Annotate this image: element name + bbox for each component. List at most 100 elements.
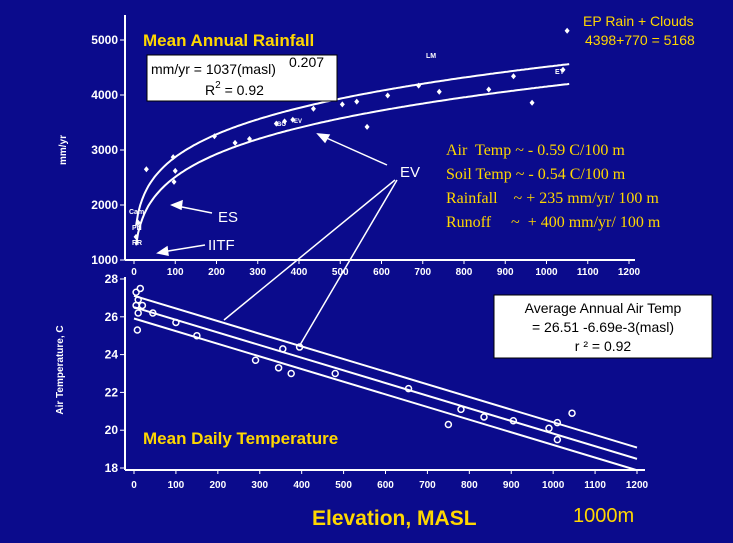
y-tick-label: 1000 bbox=[91, 253, 118, 267]
rate-air-temp: Air Temp ~ - 0.59 C/100 m bbox=[446, 142, 625, 159]
rainfall-point bbox=[232, 139, 238, 146]
rainfall-point bbox=[560, 66, 566, 73]
rainfall-panel: 0 100 200 300 400 500 600 700 800 900 1000 1100 1200… bbox=[58, 13, 695, 346]
x-tick-label: 700 bbox=[414, 267, 431, 278]
rainfall-point bbox=[339, 101, 345, 108]
y-tick-label: 26 bbox=[105, 310, 119, 324]
x-tick-label: 400 bbox=[291, 267, 308, 278]
rainfall-point bbox=[486, 86, 492, 93]
site-label-rr: RR bbox=[132, 240, 142, 247]
rainfall-point bbox=[172, 167, 178, 174]
temperature-x-ticks: 0 100 200 300 400 500 600 700 800 900 1000 1100 1200 bbox=[131, 470, 649, 491]
x-tick-label: 900 bbox=[497, 267, 514, 278]
rainfall-point bbox=[436, 88, 442, 95]
site-label-bo: BO bbox=[277, 122, 286, 128]
temperature-point bbox=[509, 417, 518, 425]
temperature-points bbox=[132, 284, 576, 444]
x-tick-label: 700 bbox=[419, 480, 436, 491]
rainfall-point bbox=[143, 166, 149, 173]
temperature-point bbox=[553, 435, 562, 444]
x-tick-label: 100 bbox=[167, 267, 184, 278]
rainfall-point bbox=[282, 118, 288, 125]
temperature-point bbox=[251, 356, 260, 365]
temperature-point bbox=[480, 413, 488, 421]
temperature-point bbox=[136, 284, 145, 293]
rainfall-y-label: mm/yr bbox=[58, 135, 69, 165]
x-tick-label: 0 bbox=[131, 267, 137, 278]
rainfall-point bbox=[310, 105, 316, 112]
x-tick-label: 600 bbox=[373, 267, 390, 278]
temperature-point bbox=[172, 318, 180, 327]
temperature-point bbox=[404, 384, 413, 393]
x-tick-label: 1200 bbox=[618, 267, 641, 278]
rainfall-point bbox=[354, 98, 360, 105]
temperature-point bbox=[134, 309, 142, 317]
temperature-fit-upper bbox=[133, 294, 638, 449]
x-tick-label: 1100 bbox=[577, 267, 599, 278]
x-tick-label: 1100 bbox=[584, 480, 606, 491]
temperature-fit-band bbox=[133, 294, 638, 472]
x-tick-label: 1000 bbox=[535, 267, 558, 278]
x-tick-label: 1000 bbox=[542, 480, 565, 491]
x-tick-label: 100 bbox=[168, 480, 185, 491]
site-label-ev-small: EV bbox=[294, 119, 302, 125]
x-axis-title: Elevation, MASL bbox=[312, 507, 477, 530]
rate-rainfall: Rainfall ~ + 235 mm/yr/ 100 m bbox=[446, 190, 659, 207]
x-tick-label: 300 bbox=[251, 480, 268, 491]
rainfall-point bbox=[385, 92, 391, 99]
temperature-point bbox=[553, 418, 562, 427]
temperature-point bbox=[138, 301, 147, 310]
rainfall-point bbox=[273, 120, 279, 127]
rainfall-point bbox=[416, 82, 422, 89]
rainfall-point bbox=[133, 233, 139, 240]
temperature-point bbox=[132, 288, 140, 296]
y-tick-label: 20 bbox=[105, 423, 119, 437]
x-tick-label: 800 bbox=[461, 480, 478, 491]
y-tick-label: 18 bbox=[105, 461, 119, 475]
x-tick-label: 300 bbox=[249, 267, 266, 278]
temperature-point bbox=[279, 345, 287, 353]
rainfall-points bbox=[133, 27, 570, 240]
temperature-equation-line3: r ² = 0.92 bbox=[575, 338, 632, 354]
rainfall-point bbox=[511, 73, 516, 80]
temperature-y-ticks: 18 20 22 24 26 28 bbox=[105, 272, 125, 475]
y-tick-label: 2000 bbox=[91, 198, 118, 212]
rainfall-fit-upper bbox=[135, 63, 570, 226]
temperature-title: Mean Daily Temperature bbox=[143, 429, 338, 448]
x-tick-label: 200 bbox=[208, 267, 225, 278]
rainfall-y-ticks: 1000 2000 3000 4000 5000 bbox=[91, 33, 125, 267]
y-tick-label: 22 bbox=[105, 385, 119, 399]
y-tick-label: 3000 bbox=[91, 143, 118, 157]
temperature-equation-box: Average Annual Air Temp = 26.51 -6.69e-3… bbox=[493, 294, 713, 359]
rainfall-point bbox=[364, 123, 370, 130]
x-tick-label: 500 bbox=[335, 480, 352, 491]
rainfall-equation-r2: R2 = 0.92 bbox=[205, 80, 264, 98]
es-callout-label: ES bbox=[218, 209, 238, 226]
rainfall-point bbox=[290, 116, 296, 123]
rate-runoff: Runoff ~ + 400 mm/yr/ 100 m bbox=[446, 214, 661, 231]
x-tick-label: 0 bbox=[131, 480, 137, 491]
temperature-point bbox=[193, 331, 201, 340]
temperature-point bbox=[149, 309, 157, 317]
temperature-point bbox=[331, 369, 339, 378]
x-tick-label: 200 bbox=[209, 480, 226, 491]
rainfall-equation-exp: 0.207 bbox=[289, 54, 324, 70]
temperature-y-label: Air Temperature, C bbox=[55, 325, 66, 414]
rainfall-equation-line1: mm/yr = 1037(masl) bbox=[151, 61, 276, 77]
rainfall-equation-box: mm/yr = 1037(masl) 0.207 R2 = 0.92 bbox=[146, 54, 338, 102]
x-tick-label: 600 bbox=[377, 480, 394, 491]
temperature-fit-lower bbox=[133, 317, 638, 472]
ev-callout-label: EV bbox=[400, 164, 420, 181]
rainfall-point bbox=[171, 178, 177, 185]
y-tick-label: 24 bbox=[105, 348, 119, 362]
rainfall-x-ticks: 0 100 200 300 400 500 600 700 800 900 1000 1100 1200 bbox=[131, 260, 641, 278]
x-tick-label: 1200 bbox=[626, 480, 649, 491]
temperature-point bbox=[568, 409, 576, 417]
temperature-fit-line bbox=[133, 306, 638, 460]
x-tick-label: 900 bbox=[503, 480, 520, 491]
rainfall-point bbox=[529, 99, 535, 106]
site-label-lm: LM bbox=[426, 53, 436, 60]
ep-rain-clouds-sum: 4398+770 = 5168 bbox=[585, 32, 695, 48]
y-tick-label: 4000 bbox=[91, 88, 118, 102]
